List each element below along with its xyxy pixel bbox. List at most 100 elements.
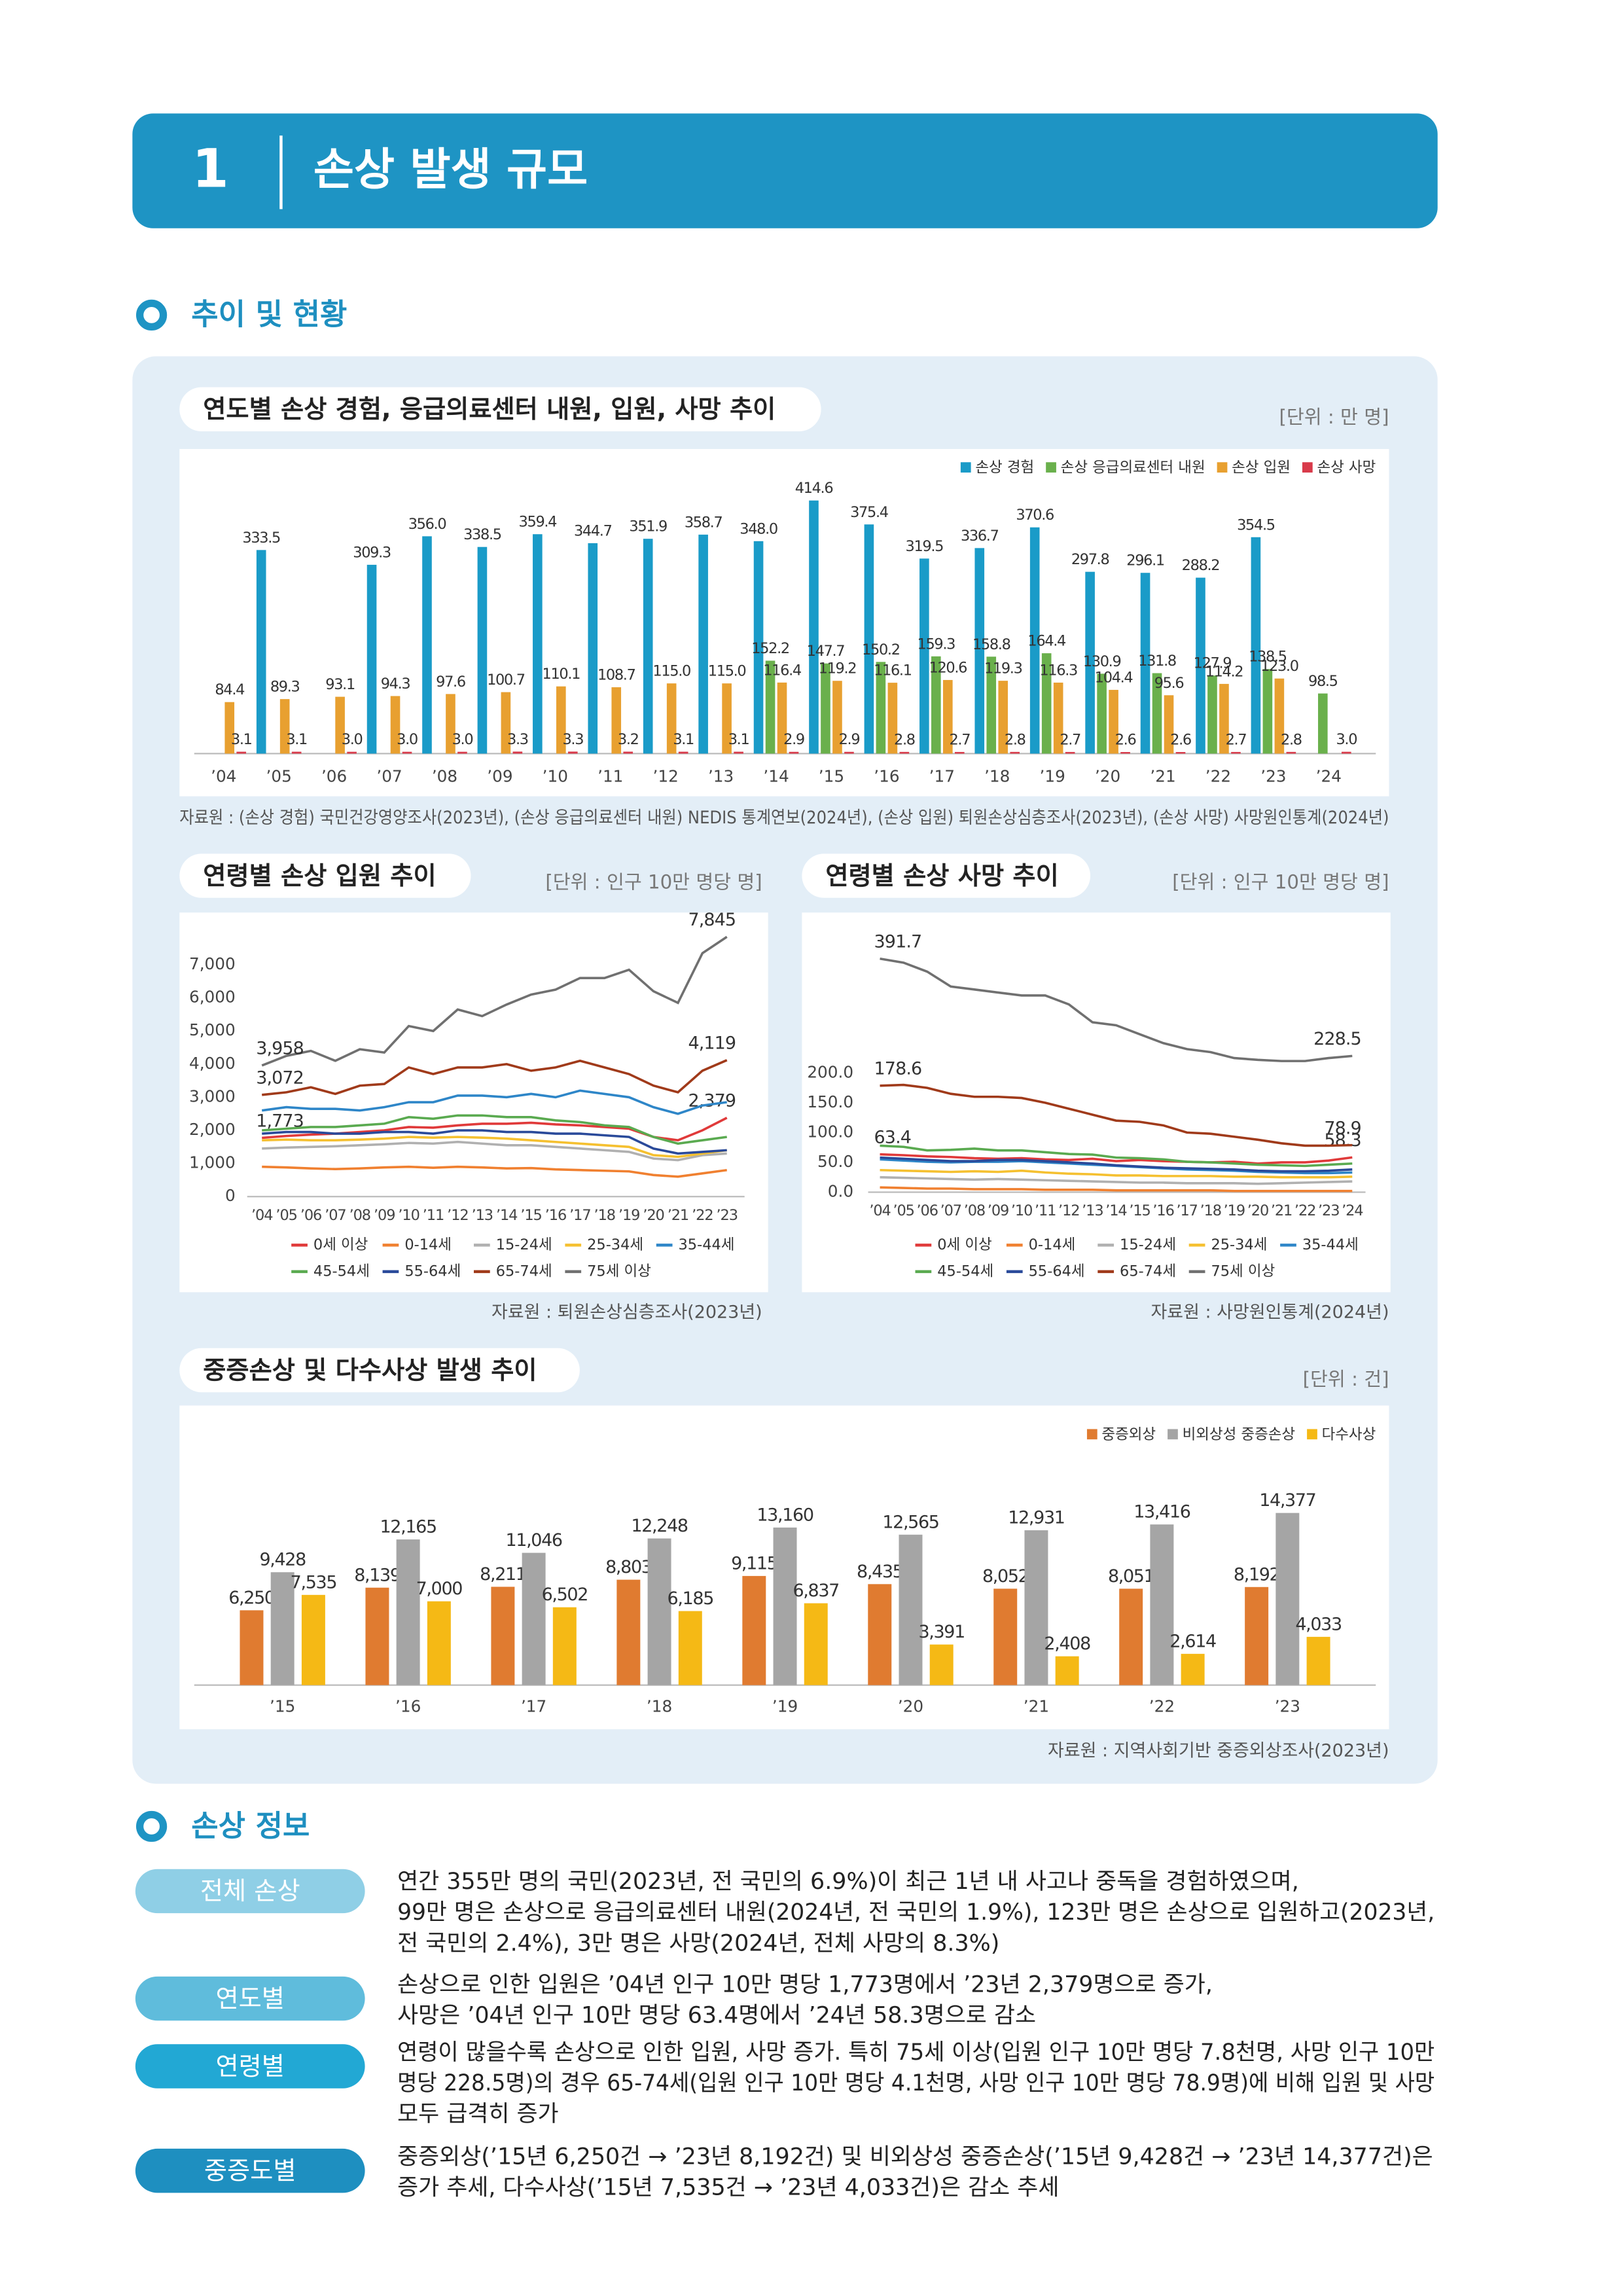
bar: [347, 751, 357, 754]
data-label: 351.9: [629, 518, 667, 535]
info-label: 연령별: [215, 2053, 284, 2081]
series-line: [880, 957, 1353, 1062]
bar: [1053, 682, 1063, 754]
legend-swatch: [1217, 462, 1228, 473]
legend-label: 손상 응급의료센터 내원: [1061, 459, 1205, 476]
x-tick-label: ’04: [251, 1207, 273, 1224]
chart-title: 연도별 손상 경험, 응급의료센터 내원, 입원, 사망 추이: [203, 395, 776, 424]
bar: [919, 558, 929, 754]
bar: [457, 751, 467, 754]
info-label-pill: [135, 2044, 365, 2089]
bar: [396, 1539, 420, 1685]
y-tick-label: 0.0: [828, 1181, 853, 1200]
x-tick-label: ’16: [395, 1696, 421, 1715]
x-tick-label: ’21: [1024, 1696, 1049, 1715]
x-tick-label: ’13: [708, 766, 734, 785]
data-label: 8,435: [857, 1562, 902, 1582]
data-label: 3.1: [728, 731, 749, 748]
bar: [1275, 1513, 1300, 1685]
bar: [998, 681, 1008, 754]
data-label: 12,565: [882, 1512, 938, 1532]
x-tick-label: ’13: [1082, 1202, 1103, 1219]
bar: [832, 681, 842, 754]
info-text: 증가 추세, 다수사상(’15년 7,535건 → ’23년 4,033건)은 …: [397, 2175, 1059, 2201]
x-tick-label: ’23: [1275, 1696, 1300, 1715]
bar: [446, 694, 455, 754]
bar: [986, 656, 997, 754]
data-label: 78.9: [1324, 1118, 1361, 1138]
bar: [734, 751, 743, 754]
data-label: 375.4: [850, 504, 889, 521]
bar: [1196, 577, 1205, 754]
data-label: 150.2: [862, 641, 900, 658]
bar: [616, 1579, 641, 1685]
chart-frame: [179, 912, 768, 1293]
x-tick-label: ’17: [929, 766, 955, 785]
x-tick-label: ’14: [1105, 1202, 1127, 1219]
data-label: 309.3: [353, 544, 391, 561]
bar: [422, 536, 432, 754]
section-bullet: [135, 299, 168, 331]
data-label: 4,033: [1295, 1614, 1341, 1634]
data-label: 11,046: [505, 1530, 562, 1551]
legend-label: 65-74세: [496, 1263, 552, 1280]
x-tick-label: ’19: [1040, 766, 1065, 785]
bar: [366, 564, 377, 754]
x-tick-label: ’07: [376, 766, 402, 785]
x-tick-label: ’15: [520, 1207, 541, 1224]
x-tick-label: ’08: [349, 1207, 370, 1224]
data-label: 95.6: [1154, 675, 1184, 692]
chart-title: 연령별 손상 입원 추이: [203, 862, 436, 891]
bar: [1119, 1588, 1143, 1685]
title-pill: [802, 853, 1091, 898]
info-label: 중증도별: [204, 2157, 296, 2185]
x-tick-label: ’12: [447, 1207, 468, 1224]
series-line: [880, 1144, 1353, 1168]
x-tick-label: ’04: [211, 766, 236, 785]
x-tick-label: ’11: [423, 1207, 444, 1224]
data-label: 12,248: [631, 1516, 687, 1536]
bar: [1041, 653, 1052, 754]
bar: [1318, 693, 1328, 754]
bar: [427, 1601, 451, 1685]
data-label: 13,416: [1133, 1502, 1190, 1522]
legend-label: 0세 이상: [313, 1236, 368, 1253]
bar: [224, 702, 235, 754]
data-label: 116.1: [874, 662, 912, 679]
bar: [698, 534, 708, 754]
y-tick-label: 4,000: [189, 1054, 236, 1073]
chart-source: 자료원 : 퇴원손상심층조사(2023년): [491, 1302, 762, 1322]
data-label: 127.9: [1194, 655, 1232, 672]
data-label: 391.7: [874, 932, 922, 952]
bar: [753, 541, 764, 754]
data-label: 414.6: [795, 480, 833, 497]
x-tick-label: ’22: [1294, 1202, 1315, 1219]
data-label: 8,192: [1234, 1564, 1279, 1585]
x-tick-label: ’11: [1035, 1202, 1056, 1219]
x-tick-label: ’08: [432, 766, 457, 785]
data-label: 319.5: [906, 538, 944, 555]
bar: [678, 1611, 702, 1685]
y-tick-label: 1,000: [189, 1153, 236, 1172]
data-label: 104.4: [1095, 670, 1133, 687]
bar: [1219, 683, 1229, 754]
data-label: 2.8: [1005, 731, 1026, 748]
data-label: 98.5: [1308, 673, 1338, 690]
bar: [1175, 752, 1186, 754]
y-tick-label: 7,000: [189, 954, 236, 973]
data-label: 356.0: [408, 516, 446, 533]
data-label: 93.1: [325, 676, 355, 693]
bar: [611, 687, 622, 754]
data-label: 7,000: [416, 1579, 463, 1599]
legend-label: 손상 경험: [975, 459, 1034, 476]
data-label: 288.2: [1182, 557, 1220, 574]
info-text: 전 국민의 2.4%), 3만 명은 사망(2024년, 전체 사망의 8.3%…: [397, 1930, 999, 1956]
data-label: 178.6: [874, 1059, 922, 1079]
title-pill: [179, 853, 471, 898]
x-tick-label: ’23: [1318, 1202, 1339, 1219]
bar: [291, 751, 302, 754]
series-line: [262, 1114, 727, 1145]
bar: [929, 1644, 954, 1685]
legend-label: 15-24세: [1120, 1236, 1176, 1253]
bar: [522, 1552, 546, 1685]
